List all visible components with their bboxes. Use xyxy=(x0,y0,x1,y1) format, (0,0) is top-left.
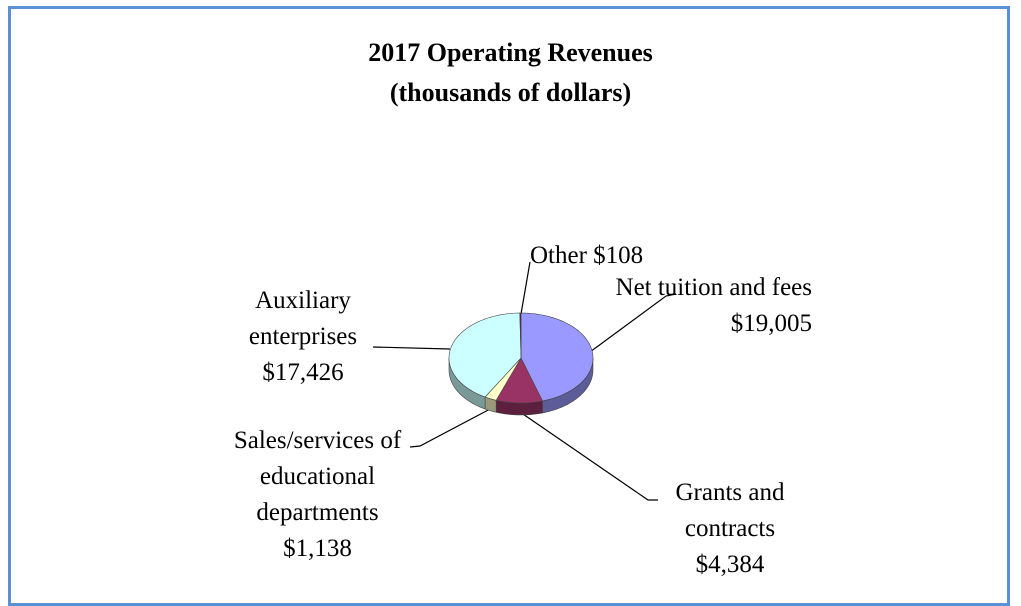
pie-slice xyxy=(519,312,522,359)
slice-label: Other $108 xyxy=(530,238,643,274)
leader-line xyxy=(519,411,658,501)
slice-label: Grants and contracts $4,384 xyxy=(655,475,805,583)
label-value: $4,384 xyxy=(695,551,765,578)
label-name: Other xyxy=(530,242,587,269)
leader-line xyxy=(409,407,493,448)
label-value: $19,005 xyxy=(730,310,812,337)
label-name: Grants and contracts xyxy=(675,479,785,542)
slice-label: Net tuition and fees $19,005 xyxy=(612,270,812,342)
slice-label: Auxiliary enterprises $17,426 xyxy=(228,283,378,391)
pie xyxy=(448,312,594,416)
label-name: Net tuition and fees xyxy=(615,274,812,301)
chart-title: 2017 Operating Revenues xyxy=(368,38,653,67)
label-value: $108 xyxy=(593,242,644,269)
pie-slice xyxy=(520,312,594,402)
label-name: Auxiliary enterprises xyxy=(248,287,358,350)
leader-line xyxy=(589,293,677,353)
label-name: Sales/services of educational department… xyxy=(233,427,402,526)
pie-slice xyxy=(448,312,522,398)
chart-subtitle: (thousands of dollars) xyxy=(389,78,632,107)
label-value: $1,138 xyxy=(283,535,352,562)
leader-line xyxy=(372,346,451,350)
pie-slice xyxy=(484,357,522,401)
leader-lines xyxy=(372,261,677,501)
label-value: $17,426 xyxy=(262,359,344,386)
leader-line xyxy=(520,261,531,315)
slice-label: Sales/services of educational department… xyxy=(215,423,420,567)
pie-slice xyxy=(495,357,543,404)
